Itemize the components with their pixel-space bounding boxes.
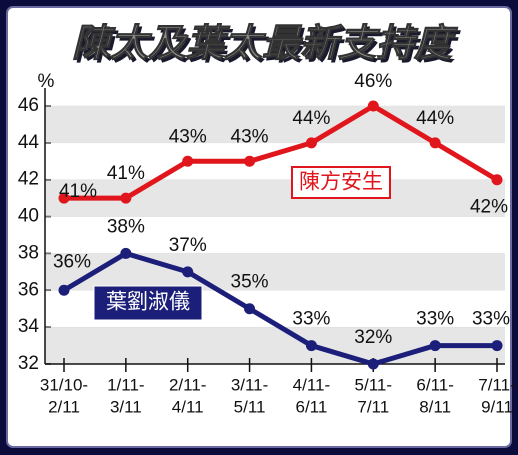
data-label: 42%	[470, 197, 508, 218]
data-label: 43%	[169, 126, 207, 147]
legend-box	[291, 166, 391, 199]
legend-label: 葉劉淑儀	[106, 291, 190, 314]
x-tick-label: 8/11	[419, 397, 451, 416]
y-tick-label: 44	[18, 132, 40, 153]
data-point	[120, 247, 132, 259]
legend-label: 陳方安生	[299, 171, 383, 194]
data-label: 33%	[416, 309, 454, 330]
x-tick-label: 3/11	[110, 397, 142, 416]
data-point	[182, 155, 194, 167]
grid-band	[45, 88, 505, 106]
x-tick-label: 5/11	[234, 397, 266, 416]
data-point	[305, 340, 317, 352]
y-tick-label: 36	[18, 279, 39, 300]
data-label: 33%	[292, 309, 330, 330]
data-point	[120, 192, 132, 204]
data-label: 38%	[107, 216, 145, 237]
data-label: 43%	[231, 126, 269, 147]
series-line	[62, 250, 497, 367]
title-shadow: 陳太及葉太最新支持度	[75, 26, 461, 68]
x-tick-label: 31/10-	[40, 375, 88, 394]
x-tick-label: 6/11-	[416, 375, 454, 394]
legend-box	[93, 285, 203, 321]
x-tick-label: 2/11	[48, 397, 80, 416]
data-label: 44%	[416, 108, 454, 129]
data-label: 46%	[354, 71, 392, 92]
y-tick-label: 46	[18, 95, 39, 116]
data-point	[367, 100, 379, 112]
data-point	[244, 303, 256, 315]
series-line	[64, 103, 499, 201]
data-point	[305, 137, 317, 149]
x-tick-label: 2/11-	[169, 375, 207, 394]
y-tick-label: 40	[18, 206, 39, 227]
x-tick-label: 7/11-	[478, 375, 516, 394]
y-tick-label: 42	[18, 169, 39, 190]
data-label: 32%	[354, 327, 392, 348]
x-tick-label: 4/11	[172, 397, 204, 416]
y-tick-label: 32	[18, 353, 39, 374]
data-point	[58, 192, 70, 204]
y-tick-label: 34	[18, 316, 40, 337]
x-tick-label: 4/11-	[293, 375, 331, 394]
y-tick-label: 38	[18, 242, 39, 263]
data-label: 35%	[231, 272, 269, 293]
data-point	[244, 155, 256, 167]
data-point	[58, 284, 70, 296]
data-label: 41%	[107, 163, 145, 184]
data-point	[491, 340, 503, 352]
chart-title: 陳太及葉太最新支持度	[72, 23, 458, 65]
data-point	[182, 266, 194, 278]
data-label: 41%	[59, 181, 97, 202]
x-tick-label: 5/11-	[355, 375, 393, 394]
data-label: 37%	[169, 235, 207, 256]
x-tick-label: 9/11	[481, 397, 513, 416]
data-label: 33%	[472, 309, 510, 330]
data-point	[367, 358, 379, 370]
data-point	[429, 340, 441, 352]
x-tick-label: 6/11	[296, 397, 328, 416]
grid-band	[45, 253, 505, 291]
data-label: 44%	[292, 108, 330, 129]
y-axis-label: %	[38, 71, 55, 92]
x-tick-label: 1/11-	[107, 375, 145, 394]
data-label: 36%	[53, 251, 91, 272]
x-tick-label: 3/11-	[231, 375, 269, 394]
data-point	[429, 137, 441, 149]
data-point	[491, 174, 503, 186]
x-tick-label: 7/11	[357, 397, 389, 416]
